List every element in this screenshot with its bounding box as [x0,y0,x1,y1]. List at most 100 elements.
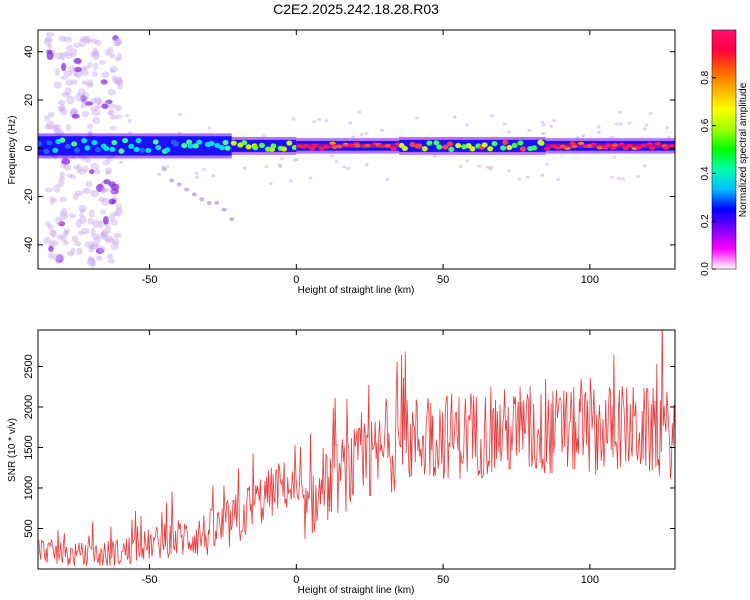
spectrogram-cell [69,107,78,115]
ridge-cell [401,145,408,152]
spectrogram-cell [101,71,110,79]
spectrogram-cell [612,155,617,159]
spectrogram-cell [111,75,117,81]
spectrogram-cell [517,177,522,181]
ridge-cell [511,142,518,148]
snr-ytick-label: 2000 [23,395,35,419]
spectrogram-cell [665,126,670,130]
spectrogram-cell [53,124,62,130]
spectrogram-cell [73,42,82,48]
spectrogram-cell [79,208,85,214]
ridge-cell [502,139,509,145]
spectrogram-cell [47,43,53,50]
ridge-cell [465,143,472,149]
spectrogram-ytick-label: 0 [23,145,35,151]
spectrogram-cell [59,108,68,116]
ridge-cell [133,146,140,153]
spectrogram-cell [96,183,104,192]
ridge-cell [43,148,50,155]
spectrogram-cell [294,157,299,162]
spectrogram-cell [642,127,647,131]
spectrogram-cell [53,184,61,193]
ridge-cell [506,144,513,151]
spectrogram-cell [93,49,100,58]
spectrogram-cell [80,95,89,103]
spectrogram-ytick-label: -20 [23,189,35,205]
spectrogram-cell [76,219,82,228]
spectrogram-cell [191,192,197,197]
ridge-cell [433,140,440,146]
spectrogram-cell [324,119,329,123]
ridge-cell [135,138,142,144]
spectrogram-cell [65,123,72,131]
ridge-cell [71,141,78,147]
spectrogram-cell [56,234,64,241]
spectrogram-cell [214,200,220,205]
spectrogram-cell [76,247,83,256]
spectrogram-cell [84,241,91,248]
ridge-cell [46,140,53,146]
spectrogram-cell [61,158,71,165]
spectrogram-cell [79,38,87,48]
spectrogram-cell [157,172,162,176]
ridge-cell [245,144,252,150]
spectrogram-cell [87,257,96,264]
spectrogram-cell [277,163,282,167]
spectrogram-cell [85,180,93,188]
spectrogram-cell [58,35,66,43]
spectrogram-cell [96,98,102,105]
ridge-cell [461,144,468,150]
ridge-cell [538,140,545,146]
spectrogram-cell [206,201,212,206]
snr-xlabel: Height of straight line (km) [298,585,415,596]
spectrogram-ytick-label: 20 [23,94,35,106]
spectrogram-cell [169,178,175,183]
snr-xtick-label: 100 [581,574,599,586]
spectrogram-cell [618,122,623,126]
spectrogram-cell [54,68,60,76]
spectrogram-cell [112,211,120,217]
spectrogram-cell [68,213,77,219]
colorbar-tick-label: 0.2 [700,214,711,228]
spectrogram-cell [100,209,106,215]
ridge-cell [446,141,453,147]
spectrogram-cell [61,91,70,98]
spectrogram-cell [502,122,507,126]
spectrogram-cell [229,217,235,222]
ridge-cell [111,139,118,146]
spectrogram-cell [102,160,110,166]
spectrogram-cell [64,50,72,57]
spectrogram-cell [90,51,96,57]
ridge-cell [164,147,171,153]
spectrogram-cell [83,157,92,163]
colorbar: 0.0 0.2 0.4 0.6 0.8 Normalized spectral ampl… [700,29,749,276]
spectrogram-cell [71,113,80,119]
ridge-cell [192,143,199,149]
ridge-cell [517,140,524,146]
ridge-cell [436,144,443,150]
spectrogram-cell [60,234,67,243]
spectrogram-cell [60,52,66,61]
ridge-cell [469,146,476,152]
spectrogram-cell [84,101,94,106]
spectrogram-cell [87,217,95,225]
spectrogram-cell [90,97,97,104]
ridge-cell [421,146,428,152]
ridge-cell [152,139,159,145]
spectrogram-cell [50,239,59,246]
spectrogram-cell [92,47,98,55]
spectrogram-cell [100,79,108,85]
spectrogram-cell [69,174,77,180]
spectrogram-cell [261,134,266,138]
ridge-cell [270,143,277,149]
spectrogram-cell [78,213,84,218]
spectrogram-cell [72,193,79,201]
spectrogram-cell [86,38,93,44]
spectrogram-cell [596,125,601,129]
ridge-cell [442,144,449,150]
spectrogram-cell [94,168,101,175]
spectrogram-cell [161,167,167,172]
spectrogram-cell [98,60,106,65]
spectrogram-cell [51,125,60,132]
spectrogram-cell [202,167,207,172]
